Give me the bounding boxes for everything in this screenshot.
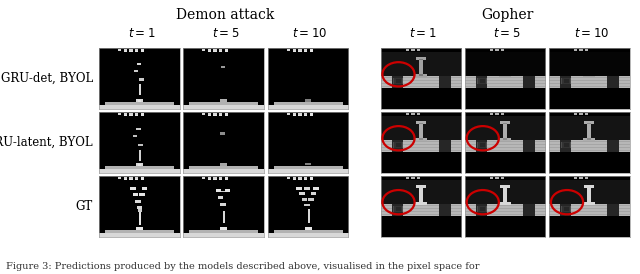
Text: GT: GT xyxy=(76,200,93,213)
Text: GRU-latent, BYOL: GRU-latent, BYOL xyxy=(0,136,93,149)
Text: $t = 10$: $t = 10$ xyxy=(574,27,609,40)
Text: Figure 3: Predictions produced by the models described above, visualised in the : Figure 3: Predictions produced by the mo… xyxy=(6,262,480,271)
Text: $t = 10$: $t = 10$ xyxy=(292,27,328,40)
Text: GRU-det, BYOL: GRU-det, BYOL xyxy=(1,72,93,85)
Text: Demon attack: Demon attack xyxy=(177,8,275,22)
Text: $t = 1$: $t = 1$ xyxy=(127,27,155,40)
Text: $t = 5$: $t = 5$ xyxy=(493,27,521,40)
Text: $t = 1$: $t = 1$ xyxy=(409,27,436,40)
Text: Gopher: Gopher xyxy=(481,8,533,22)
Text: $t = 5$: $t = 5$ xyxy=(212,27,239,40)
